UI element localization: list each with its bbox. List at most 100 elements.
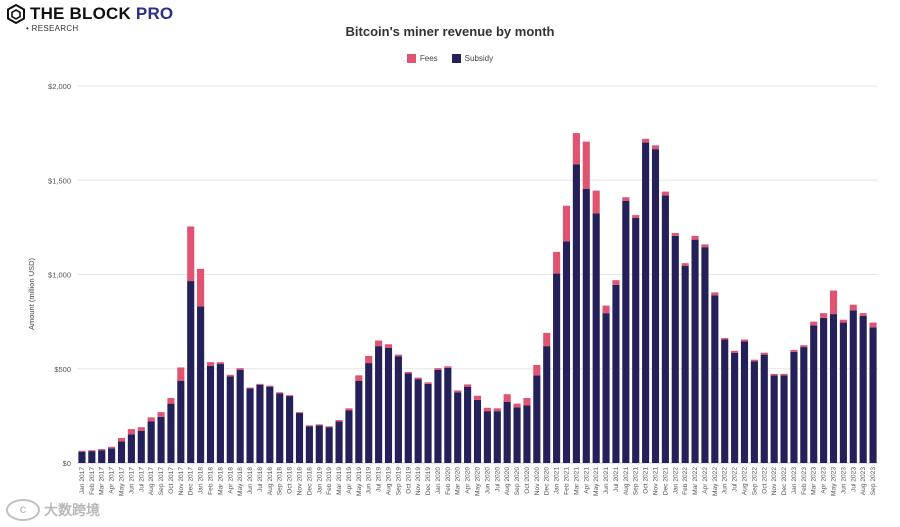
bar-fees xyxy=(829,290,838,315)
x-tick-label: Feb 2017 xyxy=(89,467,96,495)
bar-fees xyxy=(701,244,709,248)
bar-fees xyxy=(295,412,304,414)
chart-title: Bitcoin's miner revenue by month xyxy=(345,24,555,39)
bar-fees xyxy=(404,371,412,374)
bar-fees xyxy=(256,383,264,385)
bar-subsidy xyxy=(404,373,412,463)
bar-subsidy xyxy=(167,403,175,463)
bar-subsidy xyxy=(701,247,709,463)
bar-subsidy xyxy=(612,284,620,463)
bar-fees xyxy=(216,362,224,365)
bar-subsidy xyxy=(345,410,353,463)
bar-fees xyxy=(533,364,541,376)
x-tick-label: Nov 2018 xyxy=(297,467,304,496)
x-tick-label: Oct 2020 xyxy=(524,467,531,494)
legend-label-fees: Fees xyxy=(419,54,438,63)
bar-fees xyxy=(553,251,561,274)
brand-name: THE BLOCK PRO xyxy=(30,4,174,23)
x-tick-label: Feb 2023 xyxy=(801,467,808,495)
bar-fees xyxy=(157,412,165,417)
bar-subsidy xyxy=(622,200,630,464)
x-tick-label: Sep 2019 xyxy=(395,467,402,496)
bar-fees xyxy=(365,355,373,364)
bar-fees xyxy=(760,352,768,355)
bar-fees xyxy=(493,408,501,412)
x-tick-label: Sep 2018 xyxy=(277,467,284,496)
bar-subsidy xyxy=(375,346,383,463)
bar-fees xyxy=(642,138,650,143)
x-tick-label: Jan 2019 xyxy=(316,467,323,494)
x-tick-label: May 2018 xyxy=(237,467,244,496)
bar-fees xyxy=(543,332,551,347)
bar-subsidy xyxy=(503,401,511,463)
x-tick-label: Mar 2019 xyxy=(336,467,343,495)
x-tick-label: Jan 2018 xyxy=(198,467,205,494)
bar-subsidy xyxy=(117,441,126,463)
legend-swatch-subsidy xyxy=(451,54,461,63)
bar-subsidy xyxy=(661,195,669,463)
bar-fees xyxy=(394,354,402,357)
bar-fees xyxy=(622,197,630,201)
x-tick-label: Aug 2022 xyxy=(742,467,749,496)
bar-subsidy xyxy=(127,434,135,463)
bar-subsidy xyxy=(276,393,284,463)
bar-subsidy xyxy=(493,411,501,463)
x-tick-label: Dec 2018 xyxy=(306,467,313,496)
x-tick-label: Feb 2018 xyxy=(208,467,215,495)
bar-fees xyxy=(384,344,393,349)
bar-subsidy xyxy=(147,421,155,463)
bar-fees xyxy=(286,395,294,397)
x-tick-label: Feb 2022 xyxy=(682,467,689,495)
x-tick-label: Mar 2021 xyxy=(573,467,580,495)
bar-subsidy xyxy=(691,239,699,463)
bar-subsidy xyxy=(434,369,442,463)
bar-subsidy xyxy=(464,386,472,463)
bar-fees xyxy=(206,362,215,366)
bar-fees xyxy=(345,408,353,411)
x-tick-label: Jun 2022 xyxy=(722,467,729,494)
bar-fees xyxy=(820,313,828,318)
bar-subsidy xyxy=(800,347,808,463)
bar-fees xyxy=(523,397,531,406)
y-tick-label: $1,000 xyxy=(48,271,71,280)
bar-fees xyxy=(632,215,640,218)
bar-subsidy xyxy=(216,364,224,463)
bar-fees xyxy=(582,141,590,189)
bar-fees xyxy=(681,263,689,267)
x-tick-label: Dec 2020 xyxy=(544,467,551,496)
watermark-text: 大数跨境 xyxy=(44,502,100,518)
x-tick-label: Jul 2020 xyxy=(494,467,501,492)
x-tick-label: Aug 2023 xyxy=(860,467,867,496)
x-tick-label: Mar 2017 xyxy=(99,467,106,495)
bar-fees xyxy=(355,375,363,382)
chart-legend: Fees Subsidy xyxy=(0,54,900,63)
bar-subsidy xyxy=(859,315,867,463)
legend-item-fees: Fees xyxy=(406,54,438,63)
bar-subsidy xyxy=(553,273,561,463)
x-tick-label: Mar 2018 xyxy=(217,467,224,495)
bar-fees xyxy=(325,426,333,428)
bar-fees xyxy=(671,233,679,236)
bar-fees xyxy=(246,387,254,389)
x-tick-label: Jun 2018 xyxy=(247,467,254,494)
x-tick-label: Mar 2023 xyxy=(811,467,818,495)
bar-fees xyxy=(305,425,313,427)
bar-subsidy xyxy=(572,164,580,464)
x-tick-label: Oct 2021 xyxy=(643,467,650,494)
bar-subsidy xyxy=(849,310,857,463)
bar-fees xyxy=(562,205,571,242)
x-tick-label: Aug 2018 xyxy=(267,467,274,496)
bar-subsidy xyxy=(226,376,234,463)
bar-fees xyxy=(276,392,284,394)
bar-subsidy xyxy=(325,427,333,463)
x-tick-label: Apr 2020 xyxy=(465,467,472,494)
bar-fees xyxy=(790,349,798,352)
x-tick-label: May 2023 xyxy=(831,467,838,496)
bar-subsidy xyxy=(810,325,818,463)
bar-subsidy xyxy=(780,375,788,463)
bar-subsidy xyxy=(78,451,86,463)
bar-subsidy xyxy=(582,188,590,464)
bar-fees xyxy=(612,280,620,285)
legend-swatch-fees xyxy=(406,54,416,63)
